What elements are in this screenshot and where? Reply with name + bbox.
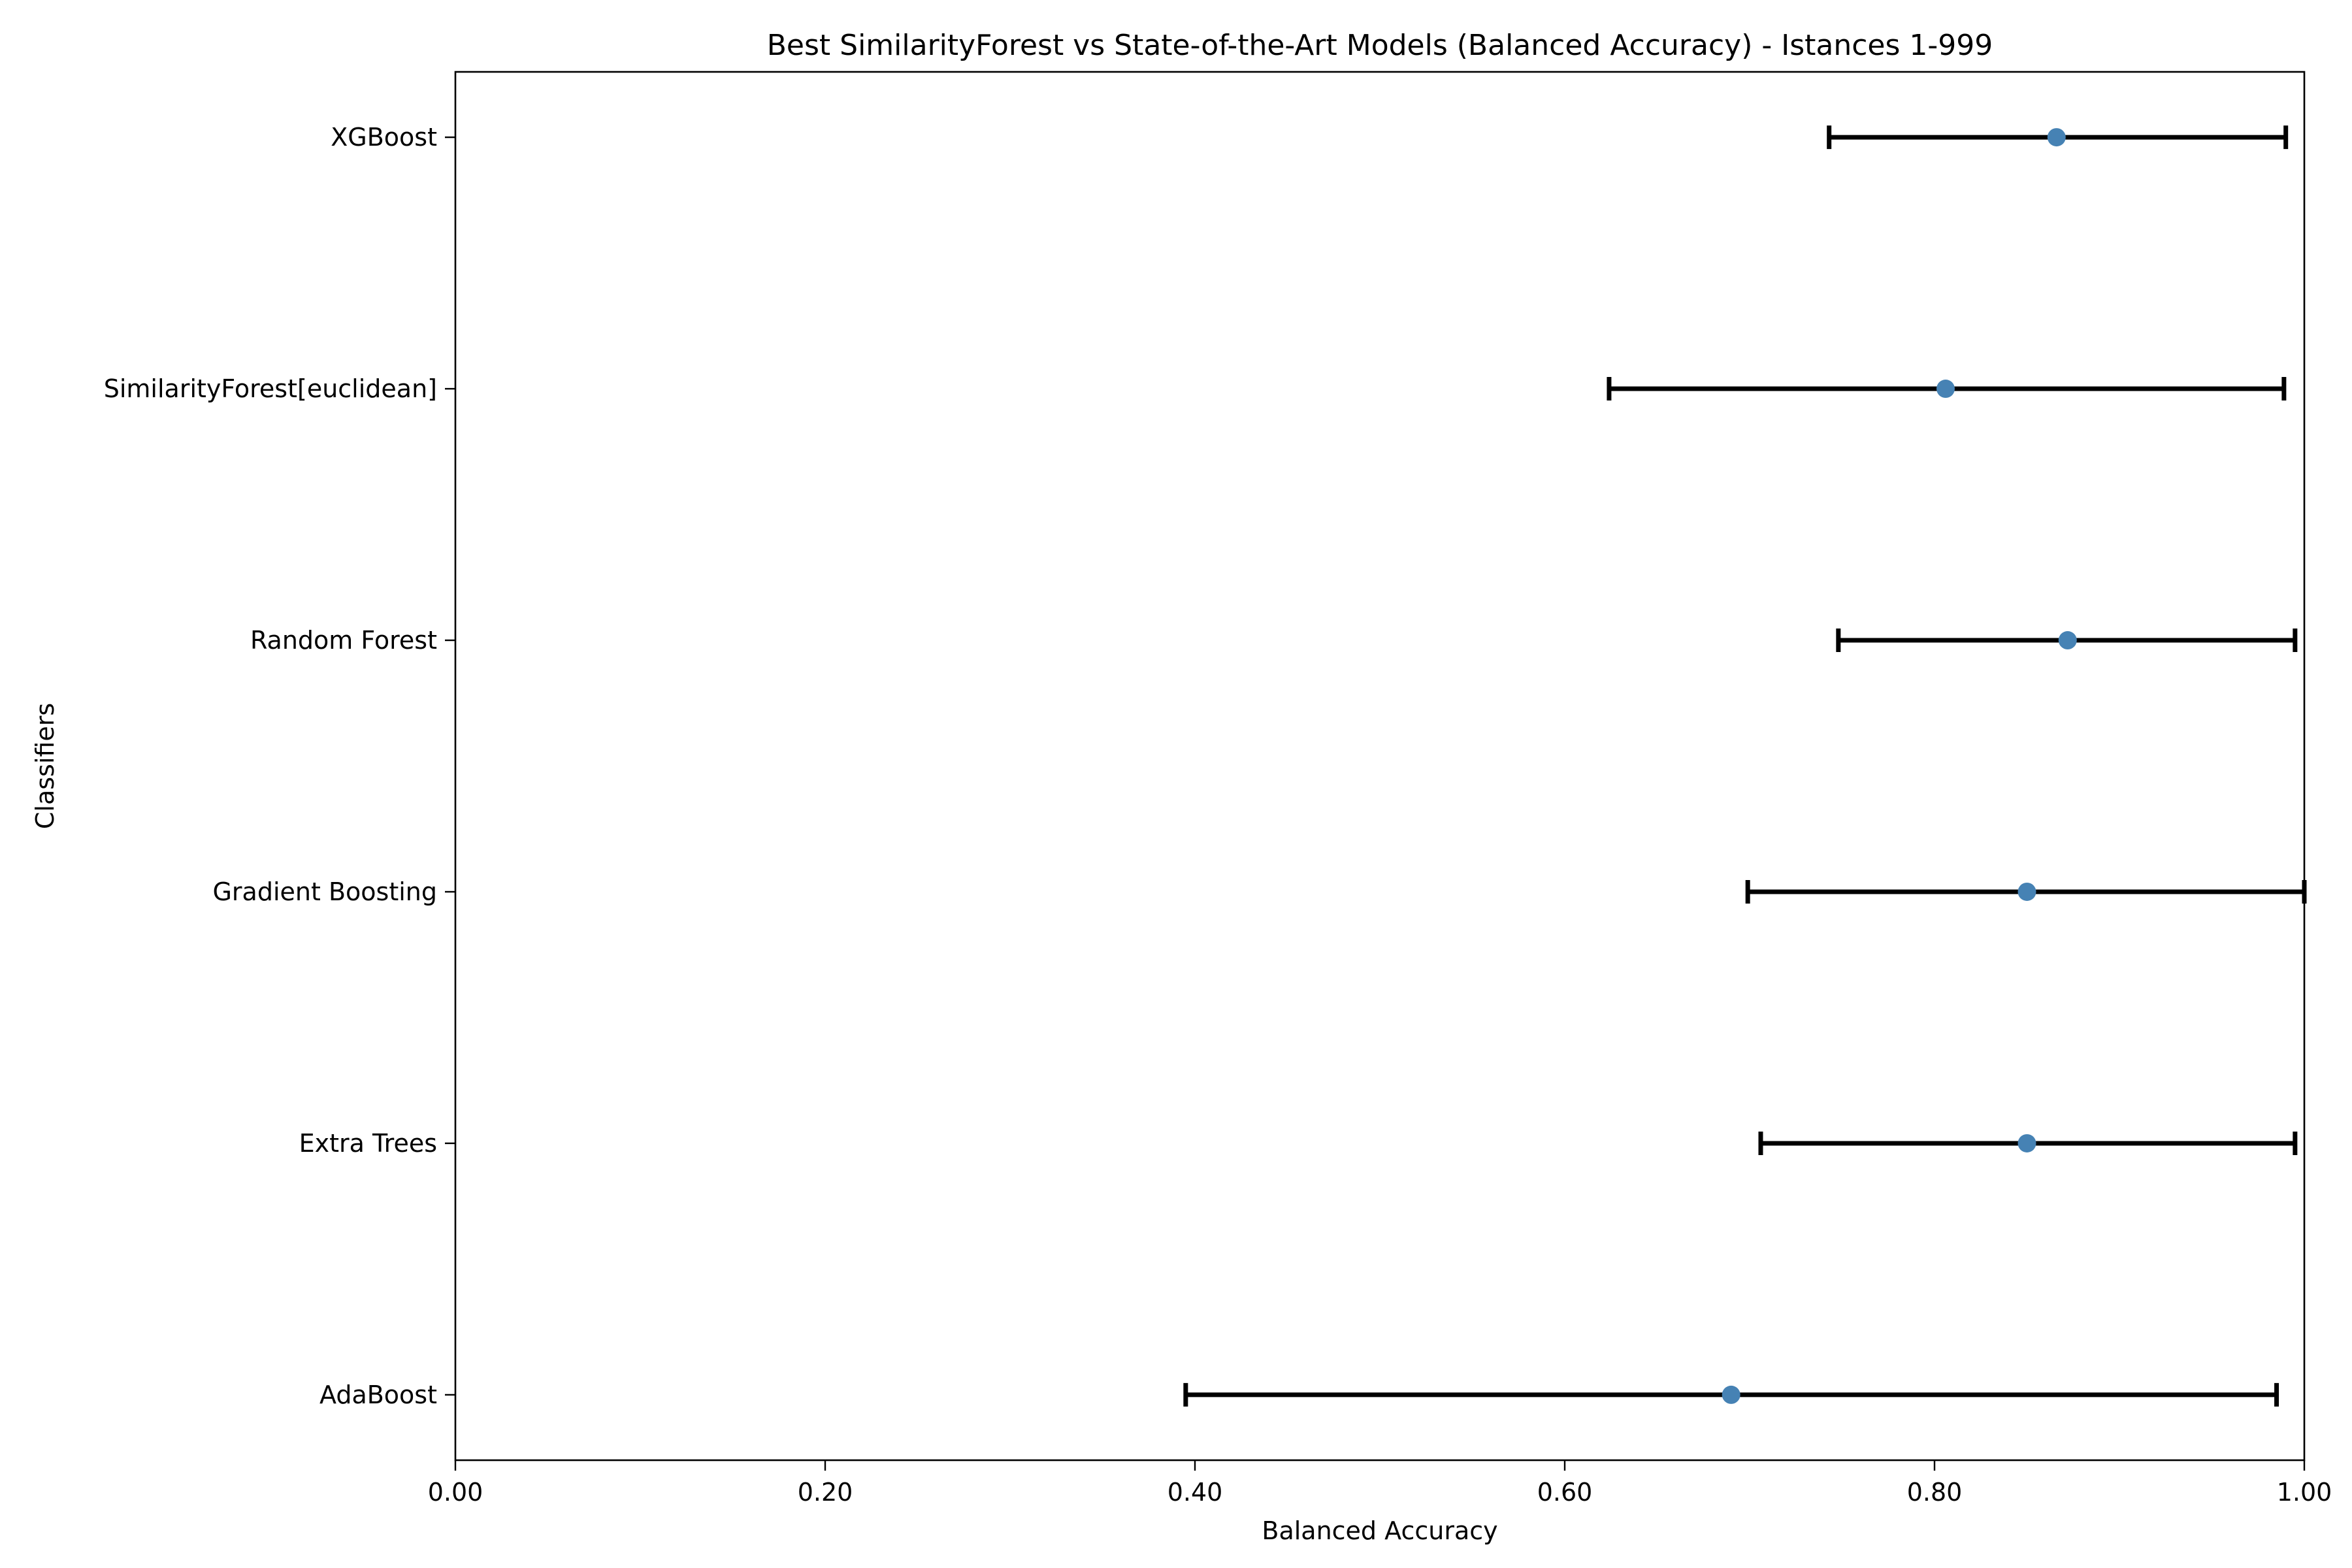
chart-title: Best SimilarityForest vs State-of-the-Ar…	[767, 29, 1993, 62]
errorbar-group	[1827, 125, 2289, 150]
x-tick-label: 0.40	[1168, 1478, 1223, 1507]
x-axis-label: Balanced Accuracy	[1262, 1516, 1497, 1545]
x-tick-label: 0.60	[1537, 1478, 1593, 1507]
errorbar-group	[1836, 629, 2298, 653]
errorbar-group	[1745, 879, 2307, 904]
y-axis-label: Classifiers	[31, 703, 59, 829]
x-tick-label: 0.20	[798, 1478, 853, 1507]
x-tick-label: 0.00	[428, 1478, 483, 1507]
x-tick-label: 1.00	[2277, 1478, 2332, 1507]
data-point	[1936, 380, 1955, 399]
data-point	[1722, 1385, 1740, 1404]
y-tick-label: Gradient Boosting	[212, 877, 437, 906]
data-point	[2058, 631, 2077, 650]
data-point	[2017, 882, 2036, 901]
errorbar-group	[1758, 1131, 2298, 1155]
data-point	[2017, 1134, 2036, 1152]
y-tick-label: Extra Trees	[299, 1129, 437, 1158]
y-tick-label: SimilarityForest[euclidean]	[104, 374, 437, 403]
data-point	[2047, 128, 2066, 147]
x-tick-label: 0.80	[1907, 1478, 1963, 1507]
y-tick-label: Random Forest	[250, 626, 437, 655]
y-tick-label: AdaBoost	[319, 1380, 437, 1409]
errorbar-group	[1607, 377, 2287, 401]
plot-area: 0.00 0.20 0.40 0.60 0.80 1.00 AdaBoost Extra Tr…	[104, 71, 2332, 1507]
y-tick-label: XGBoost	[331, 123, 437, 152]
errorbar-group	[1183, 1382, 2279, 1407]
axes-frame	[454, 71, 2306, 1462]
